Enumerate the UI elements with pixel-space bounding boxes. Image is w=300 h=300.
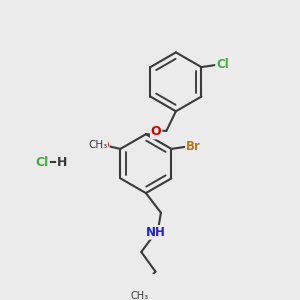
Text: O: O <box>151 125 161 139</box>
Text: NH: NH <box>146 226 165 239</box>
Text: O: O <box>98 139 109 152</box>
Text: H: H <box>57 156 68 169</box>
Text: CH₃: CH₃ <box>130 291 148 300</box>
Text: Br: Br <box>186 140 201 153</box>
Text: CH₃: CH₃ <box>88 140 108 150</box>
Text: Cl: Cl <box>36 156 49 169</box>
Text: Cl: Cl <box>216 58 229 71</box>
